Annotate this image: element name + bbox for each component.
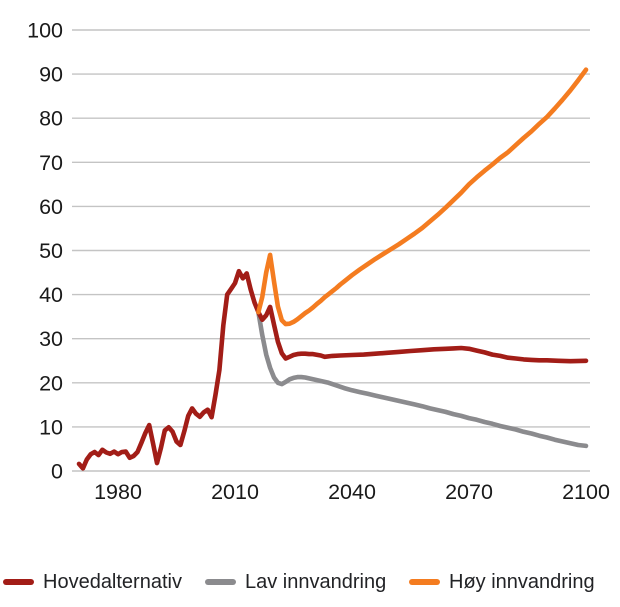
legend-swatch-lav-innvandring [205,579,236,585]
y-axis-label-100: 100 [27,19,63,43]
legend-label-hoy-innvandring: Høy innvandring [449,571,595,593]
series-line-1 [76,268,589,471]
x-axis-label-2070: 2070 [445,480,493,504]
y-axis-label-40: 40 [39,283,63,307]
y-axis-label-60: 60 [39,195,63,219]
y-axis-label-70: 70 [39,151,63,175]
chart-legend: Hovedalternativ Lav innvandring Høy innv… [0,567,620,597]
legend-label-hovedalternativ: Hovedalternativ [43,571,182,593]
y-axis-label-90: 90 [39,63,63,87]
legend-item-hoy-innvandring: Høy innvandring [409,567,595,597]
x-axis-label-2100: 2100 [562,480,610,504]
legend-item-hovedalternativ: Hovedalternativ [3,567,182,597]
x-axis-label-2040: 2040 [328,480,376,504]
series-line-2 [256,67,589,327]
y-axis-label-0: 0 [51,460,63,484]
legend-item-lav-innvandring: Lav innvandring [205,567,386,597]
y-axis-label-80: 80 [39,107,63,131]
y-axis-label-20: 20 [39,371,63,395]
y-axis-label-30: 30 [39,327,63,351]
legend-swatch-hovedalternativ [3,579,34,585]
legend-swatch-hoy-innvandring [409,579,440,585]
series-line-0 [256,309,589,449]
x-axis-label-1980: 1980 [94,480,142,504]
x-axis-label-2010: 2010 [211,480,259,504]
y-axis-label-10: 10 [39,415,63,439]
y-axis-label-50: 50 [39,239,63,263]
legend-label-lav-innvandring: Lav innvandring [245,571,387,593]
line-chart: 0 10 20 30 40 50 60 70 80 90 100 1980 2010 2040 2070 21… [27,19,610,505]
